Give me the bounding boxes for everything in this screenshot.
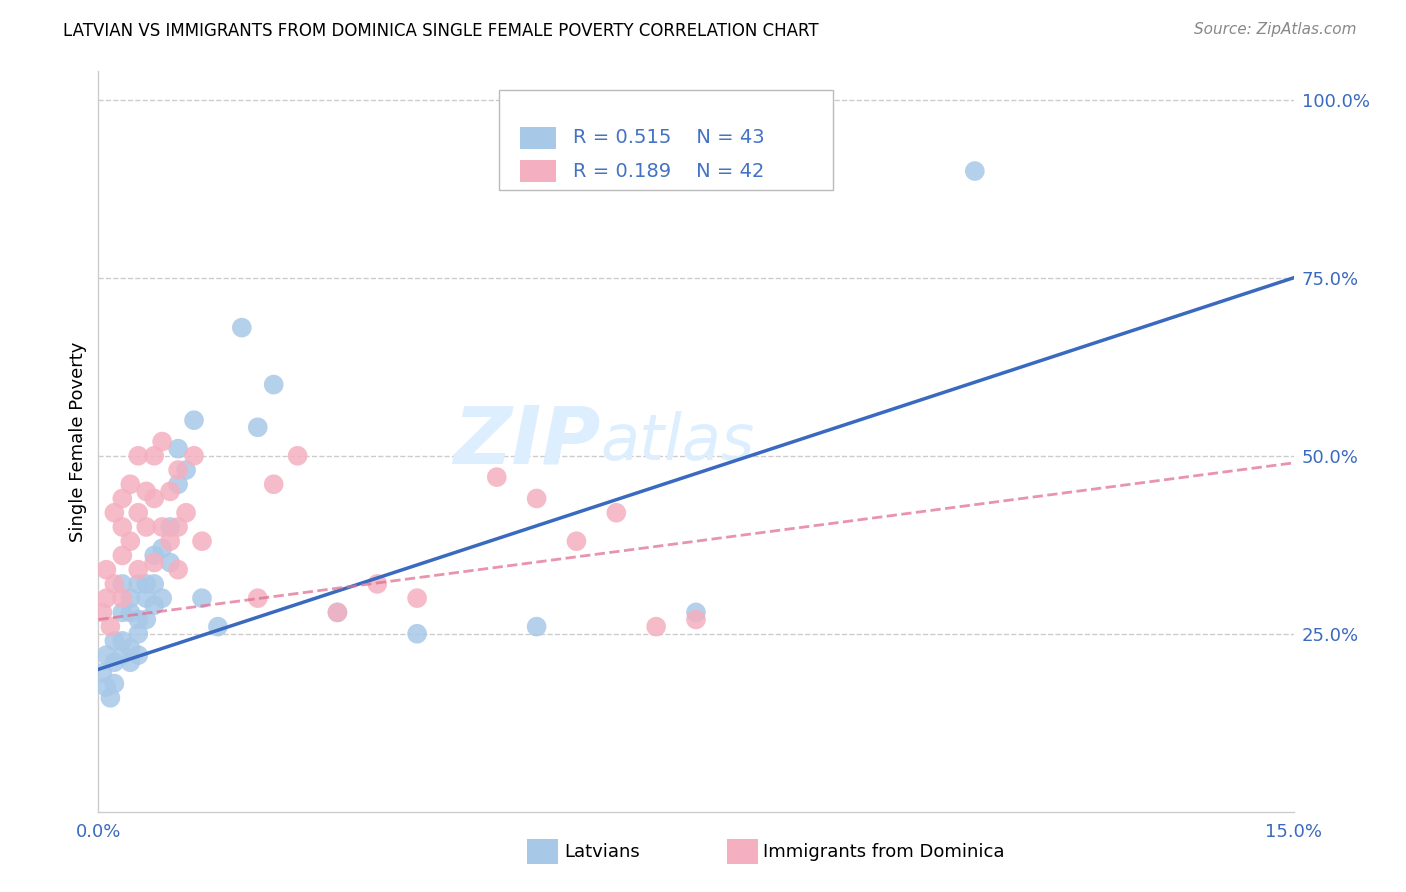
Text: LATVIAN VS IMMIGRANTS FROM DOMINICA SINGLE FEMALE POVERTY CORRELATION CHART: LATVIAN VS IMMIGRANTS FROM DOMINICA SING… bbox=[63, 22, 818, 40]
Point bbox=[231, 320, 253, 334]
Point bbox=[485, 470, 508, 484]
Point bbox=[167, 442, 190, 456]
Point bbox=[326, 606, 349, 620]
Point bbox=[98, 619, 122, 633]
Point bbox=[91, 665, 114, 680]
Point bbox=[111, 520, 134, 534]
Point bbox=[103, 676, 125, 690]
FancyBboxPatch shape bbox=[520, 127, 557, 149]
Point bbox=[526, 491, 548, 506]
Point bbox=[167, 520, 190, 534]
Point bbox=[143, 577, 166, 591]
Point bbox=[526, 619, 548, 633]
Point bbox=[246, 591, 269, 606]
Point bbox=[143, 449, 166, 463]
Point bbox=[605, 506, 627, 520]
Point bbox=[406, 626, 429, 640]
Point bbox=[366, 577, 388, 591]
Text: R = 0.515    N = 43: R = 0.515 N = 43 bbox=[572, 128, 765, 147]
Point bbox=[135, 520, 157, 534]
Point bbox=[111, 591, 134, 606]
Point bbox=[159, 534, 181, 549]
Point bbox=[120, 655, 142, 669]
Point bbox=[135, 613, 157, 627]
Point bbox=[135, 484, 157, 499]
Point bbox=[135, 591, 157, 606]
Point bbox=[191, 534, 214, 549]
Point bbox=[96, 591, 118, 606]
Point bbox=[150, 591, 173, 606]
Point bbox=[111, 549, 134, 563]
Point bbox=[103, 577, 125, 591]
Text: Latvians: Latvians bbox=[564, 843, 640, 861]
Point bbox=[263, 477, 285, 491]
Point bbox=[127, 648, 149, 662]
FancyBboxPatch shape bbox=[520, 161, 557, 183]
Text: Immigrants from Dominica: Immigrants from Dominica bbox=[763, 843, 1005, 861]
Point bbox=[174, 463, 197, 477]
Point bbox=[127, 626, 149, 640]
Point bbox=[120, 606, 142, 620]
Point bbox=[120, 534, 142, 549]
Point bbox=[183, 413, 205, 427]
Point bbox=[191, 591, 214, 606]
Point bbox=[143, 599, 166, 613]
Point bbox=[150, 434, 173, 449]
Point bbox=[127, 563, 149, 577]
Point bbox=[103, 633, 125, 648]
Point bbox=[96, 680, 118, 694]
Point bbox=[167, 477, 190, 491]
Point bbox=[127, 506, 149, 520]
Point bbox=[565, 534, 588, 549]
Point bbox=[159, 484, 181, 499]
Point bbox=[127, 577, 149, 591]
Point bbox=[207, 619, 229, 633]
Point bbox=[143, 491, 166, 506]
Point bbox=[167, 563, 190, 577]
Point bbox=[111, 491, 134, 506]
Point bbox=[127, 613, 149, 627]
Point bbox=[91, 606, 114, 620]
FancyBboxPatch shape bbox=[499, 90, 834, 190]
Point bbox=[120, 477, 142, 491]
Point bbox=[120, 640, 142, 655]
Point bbox=[103, 506, 125, 520]
Point bbox=[111, 577, 134, 591]
Text: Source: ZipAtlas.com: Source: ZipAtlas.com bbox=[1194, 22, 1357, 37]
Point bbox=[645, 619, 668, 633]
Point bbox=[135, 577, 157, 591]
Point bbox=[111, 606, 134, 620]
Point bbox=[159, 556, 181, 570]
Point bbox=[963, 164, 986, 178]
Point bbox=[120, 591, 142, 606]
Point bbox=[263, 377, 285, 392]
Point bbox=[685, 613, 707, 627]
Text: atlas: atlas bbox=[600, 410, 755, 473]
Point bbox=[246, 420, 269, 434]
Point bbox=[98, 690, 122, 705]
Point bbox=[103, 655, 125, 669]
Point bbox=[685, 606, 707, 620]
Point bbox=[143, 549, 166, 563]
Point bbox=[111, 648, 134, 662]
Y-axis label: Single Female Poverty: Single Female Poverty bbox=[69, 342, 87, 541]
Point bbox=[150, 520, 173, 534]
Text: R = 0.189    N = 42: R = 0.189 N = 42 bbox=[572, 161, 765, 181]
Point bbox=[287, 449, 309, 463]
Point bbox=[406, 591, 429, 606]
Point bbox=[174, 506, 197, 520]
Point bbox=[96, 563, 118, 577]
Point bbox=[159, 520, 181, 534]
Point bbox=[96, 648, 118, 662]
Text: ZIP: ZIP bbox=[453, 402, 600, 481]
Point bbox=[183, 449, 205, 463]
Point bbox=[143, 556, 166, 570]
Point bbox=[111, 633, 134, 648]
Point bbox=[326, 606, 349, 620]
Point bbox=[127, 449, 149, 463]
Point bbox=[150, 541, 173, 556]
Point bbox=[167, 463, 190, 477]
